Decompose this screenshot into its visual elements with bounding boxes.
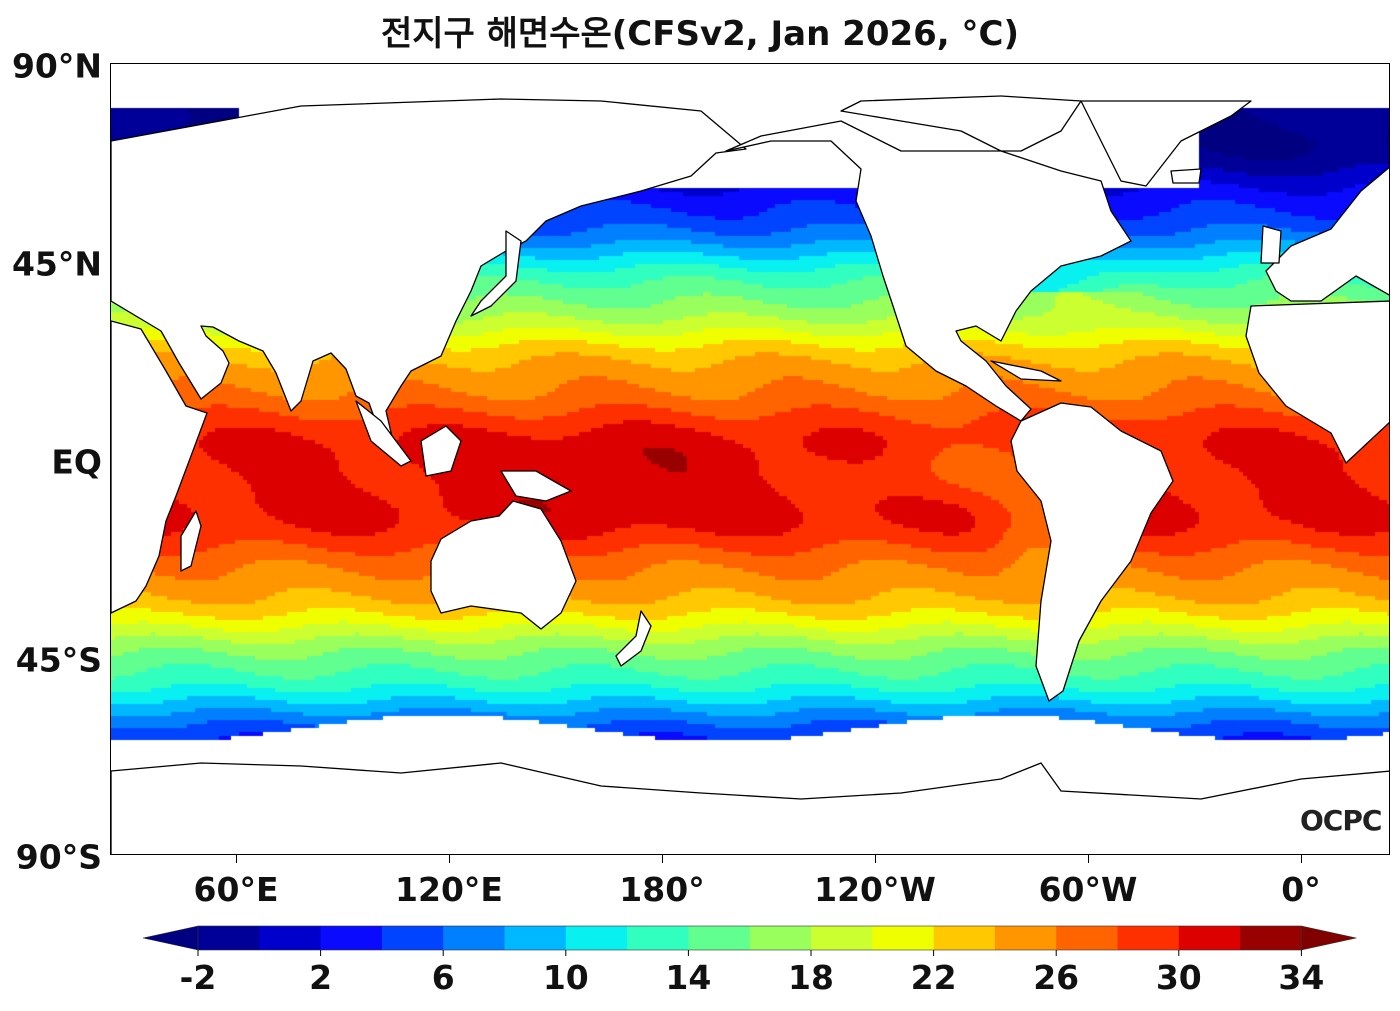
colorbar-swatch [1056, 926, 1118, 950]
colorbar-swatch [688, 926, 751, 950]
lat-label-45n: 45°N [11, 244, 102, 284]
landmass-greenland [1080, 100, 1252, 187]
lon-tick [1301, 855, 1302, 863]
landmass-eurasia [111, 98, 747, 442]
landmass-iceland [1170, 168, 1202, 184]
lon-tick [662, 855, 663, 863]
landmass-australia [430, 500, 577, 630]
colorbar-swatch [1178, 926, 1241, 950]
lon-label-60w: 60°W [1038, 870, 1138, 909]
colorbar-swatch [1240, 926, 1302, 950]
colorbar-tick-label: 22 [910, 958, 957, 997]
colorbar-tick-label: 6 [431, 958, 455, 997]
landmass-antarctica [111, 762, 1389, 854]
landmass-madagascar [180, 510, 202, 572]
landmass-cuba [990, 360, 1062, 382]
colorbar-swatch [320, 926, 383, 950]
colorbar-over-arrow [1301, 925, 1357, 951]
colorbar-tick-label: 34 [1278, 958, 1325, 997]
landmass-south-america [1010, 402, 1174, 702]
colorbar-swatch [504, 926, 567, 950]
lon-label-180: 180° [619, 870, 705, 909]
lon-tick [875, 855, 876, 863]
landmass-sumatra [355, 400, 412, 467]
lon-tick [236, 855, 237, 863]
lat-label-90s: 90°S [15, 837, 102, 877]
landmass-north-america [725, 95, 1132, 422]
lon-label-0: 0° [1281, 870, 1321, 909]
landmass-west-africa [1245, 300, 1389, 464]
colorbar-swatch [994, 926, 1057, 950]
landmass-borneo [420, 425, 462, 477]
colorbar-swatch [811, 926, 873, 950]
colorbar-swatch [749, 926, 812, 950]
colorbar-swatch [198, 926, 260, 950]
colorbar-tick-label: 14 [665, 958, 712, 997]
colorbar-tick-label: 10 [542, 958, 589, 997]
map-title: 전지구 해면수온(CFSv2, Jan 2026, °C) [380, 14, 1020, 54]
land-mask [111, 95, 1389, 854]
colorbar-under-arrow [142, 925, 199, 951]
lat-label-90n: 90°N [11, 46, 102, 86]
landmass-uk [1260, 225, 1282, 264]
colorbar-swatch [627, 926, 689, 950]
colorbar-tick-label: 26 [1033, 958, 1080, 997]
sst-map [110, 63, 1390, 855]
colorbar-tick-label: 30 [1155, 958, 1202, 997]
colorbar-tick-label: 18 [788, 958, 834, 997]
landmass-japan [470, 230, 522, 317]
ocpc-logo: OCPC [1300, 804, 1382, 837]
landmass-new-guinea [500, 470, 572, 502]
landmass-africa [111, 320, 208, 614]
colorbar-tick-label: -2 [179, 958, 217, 997]
lon-label-60e: 60°E [193, 870, 279, 909]
colorbar [142, 925, 1357, 956]
lon-label-120w: 120°W [814, 870, 936, 909]
colorbar-swatch [443, 926, 505, 950]
lon-tick [1088, 855, 1089, 863]
colorbar-swatch [933, 926, 996, 950]
lon-tick [449, 855, 450, 863]
colorbar-swatch [565, 926, 628, 950]
lat-label-eq: EQ [51, 442, 102, 482]
colorbar-tick-label: 2 [309, 958, 333, 997]
landmass-new-zealand [615, 610, 652, 667]
colorbar-outline [197, 925, 1302, 951]
landmass-europe [1265, 166, 1389, 302]
lat-label-45s: 45°S [15, 640, 102, 680]
colorbar-swatch [381, 926, 444, 950]
colorbar-swatch [259, 926, 322, 950]
colorbar-swatch [872, 926, 935, 950]
lon-label-120e: 120°E [395, 870, 503, 909]
colorbar-swatch [1117, 926, 1180, 950]
